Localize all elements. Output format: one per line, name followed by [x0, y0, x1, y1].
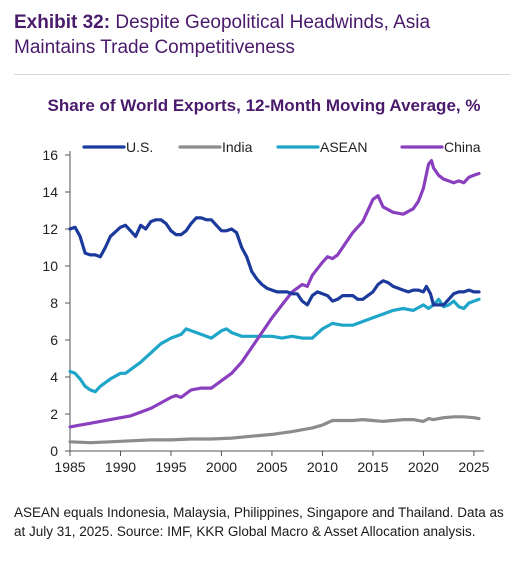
y-tick-label: 12	[42, 221, 58, 237]
legend-label-india: India	[222, 139, 253, 155]
y-tick-label: 0	[50, 443, 58, 459]
x-tick-label: 2025	[458, 459, 489, 475]
y-tick-label: 6	[50, 332, 58, 348]
y-tick-label: 2	[50, 406, 58, 422]
legend-label-china: China	[444, 139, 481, 155]
chart-title: Share of World Exports, 12-Month Moving …	[47, 96, 481, 115]
x-tick-label: 2020	[408, 459, 439, 475]
x-tick-label: 2000	[206, 459, 237, 475]
series-line-us	[68, 216, 481, 307]
x-tick-label: 1990	[105, 459, 136, 475]
x-tick-label: 2015	[357, 459, 388, 475]
exhibit-heading: Exhibit 32: Despite Geopolitical Headwin…	[14, 10, 514, 60]
exhibit-title: Despite Geopolitical Headwinds, Asia Mai…	[14, 12, 431, 58]
series-line-india	[68, 415, 481, 445]
x-tick-label: 2010	[307, 459, 338, 475]
header-divider	[14, 74, 510, 75]
x-tick-label: 2005	[256, 459, 287, 475]
x-tick-label: 1985	[54, 459, 85, 475]
x-tick-label: 1995	[155, 459, 186, 475]
y-tick-label: 8	[50, 295, 58, 311]
y-tick-label: 10	[42, 258, 58, 274]
legend-label-us: U.S.	[126, 139, 153, 155]
y-tick-label: 4	[50, 369, 58, 385]
series-line-asean	[68, 297, 481, 394]
legend-label-asean: ASEAN	[320, 139, 367, 155]
exhibit-label: Exhibit 32:	[14, 12, 111, 33]
source-footnote: ASEAN equals Indonesia, Malaysia, Philip…	[14, 505, 504, 539]
y-tick-label: 16	[42, 147, 58, 163]
series-line-china	[68, 159, 481, 429]
y-tick-label: 14	[42, 184, 58, 200]
